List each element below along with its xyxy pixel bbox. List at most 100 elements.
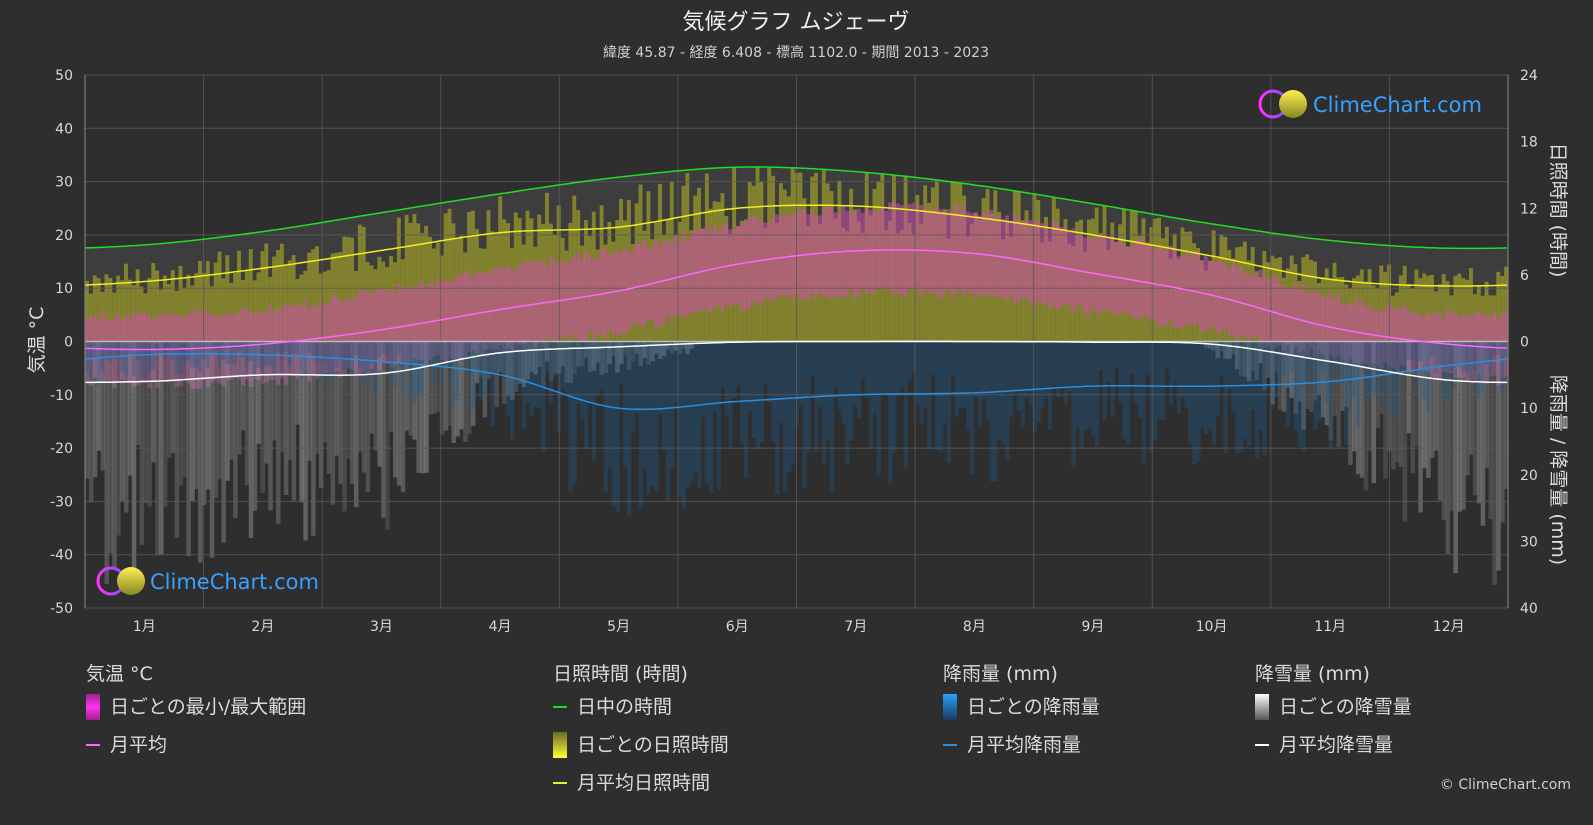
rain-bar	[669, 341, 675, 469]
temp-range-bar	[880, 206, 885, 290]
rain-bar	[1114, 341, 1119, 369]
temp-range-bar	[1359, 300, 1365, 362]
snow-bar	[264, 341, 269, 464]
snow-bar	[225, 341, 230, 481]
sunshine-bar	[424, 225, 429, 342]
snow-bar	[104, 341, 109, 584]
temp-range-bar	[451, 281, 456, 359]
temp-range-bar	[467, 273, 472, 353]
temp-range-bar	[1262, 275, 1267, 348]
rain-avg-line	[84, 352, 1508, 411]
snow-bar	[252, 341, 258, 511]
temp-range-bar	[853, 211, 858, 298]
snow-bar	[506, 341, 511, 396]
snow-bar	[1465, 341, 1470, 476]
snow-bar	[451, 341, 456, 443]
legend-sun-title: 日照時間 (時間)	[553, 663, 688, 685]
snow-bar	[595, 341, 601, 363]
rain-bar	[1125, 341, 1131, 444]
rain-bar	[521, 341, 527, 429]
temp-range-bar	[1168, 245, 1174, 321]
rain-bar	[1445, 341, 1451, 399]
rain-bar	[96, 341, 102, 387]
rain-bar	[1484, 341, 1490, 364]
sunshine-bar	[1402, 265, 1408, 342]
rain-bar	[1016, 341, 1022, 411]
snow-bar	[482, 341, 488, 418]
legend-sun-avg-label: 月平均日照時間	[577, 772, 711, 794]
legend-snow-avg-label: 月平均降雪量	[1279, 734, 1394, 756]
temp-range-bar	[938, 209, 944, 299]
rain-bar	[170, 341, 176, 361]
snow-bar	[1437, 341, 1443, 501]
temp-range-bar	[1153, 250, 1158, 321]
legend-snow-avg: 月平均降雪量	[1255, 726, 1412, 764]
snow-bar	[591, 341, 597, 371]
rain-bar	[377, 341, 382, 358]
snow-bar	[1484, 341, 1490, 468]
sunshine-bar	[108, 277, 113, 342]
snow-bar	[435, 341, 441, 412]
rain-bar	[1328, 341, 1334, 451]
snow-bar	[1359, 341, 1365, 478]
snow-bar	[201, 341, 207, 505]
temp-range-bar	[517, 262, 523, 345]
sunshine-bar	[244, 271, 250, 342]
rain-bar	[463, 341, 468, 362]
rain-bar	[1063, 341, 1069, 404]
snow-bar	[1235, 341, 1240, 370]
snow-bar	[408, 341, 414, 436]
temp-range-bar	[658, 246, 663, 328]
temp-range-bar	[775, 214, 780, 298]
rain-bar	[451, 341, 456, 408]
right-bottom-tick-label: 40	[1520, 601, 1538, 617]
temp-range-bar	[895, 203, 901, 293]
temp-range-bar	[1200, 260, 1205, 333]
temp-range-bar	[845, 210, 850, 298]
temp-range-bar	[396, 283, 402, 364]
rain-bar	[1047, 341, 1053, 430]
sunshine-bar	[1469, 268, 1474, 342]
rain-bar	[194, 341, 199, 368]
legend-sun-daily: 日ごとの日照時間	[553, 726, 729, 764]
rain-bar	[1219, 341, 1224, 376]
snow-bar	[1344, 341, 1349, 407]
rain-bar	[1313, 341, 1318, 431]
snow-bar	[654, 341, 659, 354]
temp-range-bar	[400, 287, 406, 364]
snow-bar	[1285, 341, 1291, 388]
temp-range-bar	[1328, 292, 1334, 356]
rain-bar	[541, 341, 546, 453]
rain-bar	[907, 341, 913, 380]
temp-range-bar	[1246, 273, 1252, 342]
rain-bar	[576, 341, 581, 405]
snow-bar	[283, 341, 289, 495]
right-axis-top-label: 日照時間 (時間)	[1547, 143, 1569, 278]
snow-bar	[545, 341, 550, 362]
rain-bar	[825, 341, 831, 440]
temp-range-bar	[958, 210, 963, 290]
temp-range-bar	[907, 204, 913, 290]
rain-bar	[973, 341, 979, 398]
snow-bar	[1453, 341, 1458, 574]
temp-range-bar	[1324, 297, 1330, 363]
rain-bar	[424, 341, 429, 362]
month-tick-label: 1月	[133, 619, 156, 635]
rain-bar	[123, 341, 129, 377]
rain-bar	[548, 341, 554, 405]
temp-range-bar	[708, 231, 714, 312]
sunshine-bar	[404, 214, 410, 342]
snow-bar	[299, 341, 304, 503]
snow-bar	[385, 341, 390, 530]
snow-bar	[1305, 341, 1310, 409]
snow-bar	[276, 341, 281, 524]
rain-bar	[946, 341, 952, 463]
temp-range-bar	[1270, 276, 1275, 342]
sunshine-avg-line	[84, 204, 1508, 287]
temp-range-bar	[638, 243, 644, 326]
snow-bar	[1418, 341, 1423, 513]
snow-bar	[174, 341, 180, 538]
rain-bar	[700, 341, 706, 418]
temp-range-bar	[985, 214, 991, 294]
temp-range-bar	[1094, 235, 1100, 314]
